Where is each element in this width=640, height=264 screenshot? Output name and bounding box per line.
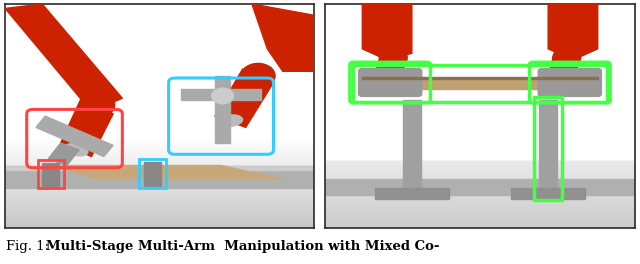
Polygon shape bbox=[181, 89, 261, 100]
Bar bbox=[140, 159, 166, 188]
Polygon shape bbox=[215, 69, 273, 127]
FancyBboxPatch shape bbox=[358, 69, 422, 96]
Polygon shape bbox=[215, 76, 230, 143]
Bar bbox=[42, 163, 59, 186]
Bar bbox=[374, 188, 449, 199]
Bar bbox=[539, 100, 557, 195]
Bar bbox=[403, 100, 421, 195]
Ellipse shape bbox=[218, 115, 243, 126]
Polygon shape bbox=[548, 53, 579, 82]
Polygon shape bbox=[548, 4, 598, 60]
Bar bbox=[144, 162, 161, 186]
Polygon shape bbox=[51, 166, 283, 179]
Circle shape bbox=[241, 63, 275, 88]
Polygon shape bbox=[374, 53, 406, 82]
Polygon shape bbox=[252, 4, 314, 71]
Bar bbox=[362, 77, 598, 79]
Text: Fig. 1:: Fig. 1: bbox=[6, 240, 54, 253]
Bar bbox=[325, 179, 635, 195]
Polygon shape bbox=[48, 143, 79, 166]
FancyBboxPatch shape bbox=[538, 69, 602, 96]
Polygon shape bbox=[5, 4, 122, 112]
Circle shape bbox=[212, 88, 234, 104]
Ellipse shape bbox=[64, 144, 88, 156]
Text: Multi-Stage Multi-Arm  Manipulation with Mixed Co-: Multi-Stage Multi-Arm Manipulation with … bbox=[46, 240, 440, 253]
Circle shape bbox=[553, 48, 580, 68]
Bar bbox=[534, 97, 562, 200]
Polygon shape bbox=[5, 166, 314, 170]
Polygon shape bbox=[5, 166, 314, 188]
Polygon shape bbox=[36, 116, 113, 157]
Bar bbox=[511, 188, 586, 199]
Circle shape bbox=[380, 48, 407, 68]
Bar bbox=[362, 78, 598, 89]
Bar bbox=[353, 64, 607, 102]
Polygon shape bbox=[362, 4, 412, 60]
Bar bbox=[38, 160, 64, 188]
Polygon shape bbox=[61, 96, 113, 157]
Circle shape bbox=[81, 93, 115, 117]
